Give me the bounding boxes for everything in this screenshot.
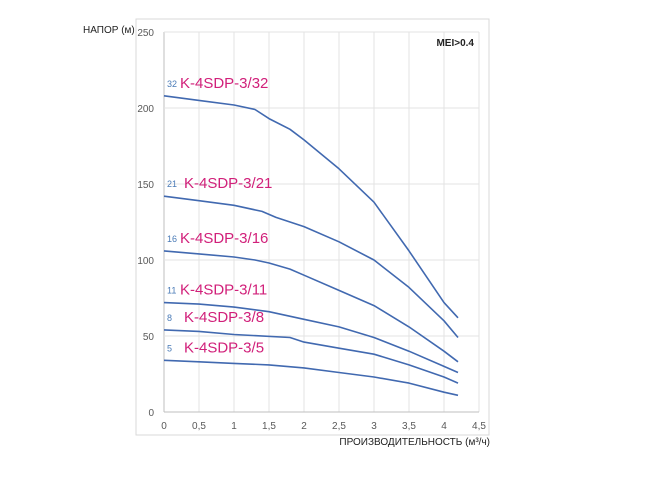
y-tick-label: 150: [137, 180, 154, 191]
y-tick-label: 200: [137, 104, 154, 115]
x-tick-label: 0,5: [192, 421, 206, 432]
y-axis-title: НАПОР (м): [83, 25, 135, 36]
chart-frame: [135, 18, 490, 436]
series-line-16: [163, 250, 459, 363]
x-tick-label: 3: [371, 421, 377, 432]
stage-count-label: 16: [167, 234, 177, 244]
series-label: K-4SDP-3/16: [180, 230, 268, 247]
x-tick-label: 2: [301, 421, 307, 432]
series-line-5: [163, 359, 459, 397]
stage-count-label: 11: [167, 286, 176, 296]
series-label: K-4SDP-3/8: [184, 309, 264, 326]
stage-count-label: 5: [167, 343, 172, 353]
mei-annotation: MEI>0.4: [436, 38, 474, 49]
stage-count-label: 21: [167, 179, 177, 189]
x-axis-title: ПРОИЗВОДИТЕЛЬНОСТЬ (м³/ч): [339, 437, 490, 448]
series-line-8: [163, 329, 459, 384]
y-tick-label: 250: [137, 28, 154, 39]
series-label: K-4SDP-3/21: [184, 175, 272, 192]
y-tick-label: 50: [143, 332, 155, 343]
x-tick-label: 0: [161, 421, 167, 432]
series-label: K-4SDP-3/5: [184, 339, 264, 356]
y-tick-labels: 0 50 100 150 200 250: [137, 28, 154, 419]
series-label: K-4SDP-3/11: [180, 282, 267, 299]
x-tick-label: 4,5: [472, 421, 486, 432]
series-line-32: [163, 95, 459, 319]
stage-count-label: 8: [167, 313, 172, 323]
stage-count-label: 32: [167, 79, 177, 89]
series-lines: [163, 95, 459, 397]
y-tick-label: 0: [148, 408, 154, 419]
series-line-11: [163, 301, 459, 374]
series-line-21: [163, 195, 459, 339]
x-tick-label: 4: [441, 421, 447, 432]
x-tick-label: 1,5: [262, 421, 276, 432]
series-label: K-4SDP-3/32: [180, 75, 268, 92]
x-tick-labels: 0 0,5 1 1,5 2 2,5 3 3,5 4 4,5: [161, 421, 486, 432]
y-tick-label: 100: [137, 256, 154, 267]
series-labels: 32 K-4SDP-3/32 21 K-4SDP-3/21 16 K-4SDP-3/16 1…: [167, 75, 272, 356]
x-tick-label: 1: [231, 421, 237, 432]
x-tick-label: 3,5: [402, 421, 416, 432]
x-tick-label: 2,5: [332, 421, 346, 432]
